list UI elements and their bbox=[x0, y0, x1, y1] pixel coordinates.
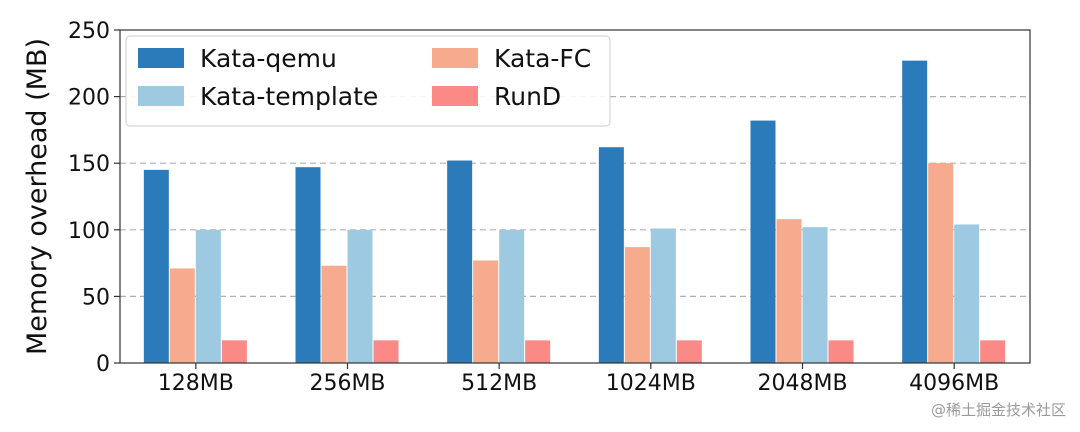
bar bbox=[447, 160, 473, 363]
legend-swatch bbox=[138, 86, 184, 106]
bar bbox=[902, 60, 928, 364]
bar bbox=[650, 228, 676, 363]
y-axis-label: Memory overhead (MB) bbox=[22, 38, 53, 355]
legend-label: Kata-FC bbox=[494, 44, 591, 73]
x-axis-ticks: 128MB 256MB 512MB 1024MB 2048MB 4096MB bbox=[158, 363, 999, 396]
y-tick-label: 50 bbox=[82, 285, 110, 310]
x-tick-label: 4096MB bbox=[909, 371, 999, 396]
bar bbox=[473, 260, 499, 363]
x-tick-label: 512MB bbox=[461, 371, 537, 396]
bar bbox=[954, 224, 980, 363]
legend: Kata-qemu Kata-template Kata-FC RunD bbox=[125, 35, 611, 127]
bar bbox=[347, 229, 373, 363]
bar bbox=[980, 340, 1006, 363]
plot-frame bbox=[119, 29, 1031, 364]
bar bbox=[169, 268, 195, 363]
bar bbox=[750, 120, 776, 364]
y-tick-label: 200 bbox=[68, 86, 110, 111]
legend-swatch bbox=[138, 48, 184, 68]
bar bbox=[598, 147, 624, 363]
watermark-text: @稀土掘金技术社区 bbox=[930, 401, 1066, 419]
bars bbox=[143, 60, 1006, 364]
bar bbox=[499, 229, 525, 363]
bar bbox=[321, 265, 347, 363]
legend-box bbox=[125, 35, 611, 127]
legend-label: Kata-template bbox=[200, 82, 378, 111]
legend-label: Kata-qemu bbox=[200, 44, 337, 73]
x-tick-label: 2048MB bbox=[757, 371, 847, 396]
bar bbox=[802, 227, 828, 363]
bar bbox=[776, 219, 802, 363]
bar bbox=[221, 340, 247, 363]
bar bbox=[525, 340, 551, 363]
x-tick-label: 256MB bbox=[309, 371, 385, 396]
bar bbox=[928, 163, 954, 363]
legend-swatch bbox=[432, 48, 478, 68]
x-tick-label: 128MB bbox=[158, 371, 234, 396]
bar bbox=[195, 229, 221, 363]
x-tick-label: 1024MB bbox=[606, 371, 696, 396]
bar bbox=[676, 340, 702, 363]
y-tick-label: 0 bbox=[96, 352, 110, 377]
bar bbox=[143, 169, 169, 363]
grid-lines bbox=[120, 95, 1030, 297]
legend-swatch bbox=[432, 86, 478, 106]
bar bbox=[373, 340, 399, 363]
y-tick-label: 250 bbox=[68, 19, 110, 44]
bar bbox=[295, 167, 321, 363]
y-axis-ticks: 0 50 100 150 200 250 bbox=[68, 19, 120, 377]
y-tick-label: 150 bbox=[68, 152, 110, 177]
bar bbox=[624, 247, 650, 363]
y-tick-label: 100 bbox=[68, 219, 110, 244]
legend-label: RunD bbox=[494, 82, 561, 111]
bar bbox=[828, 340, 854, 363]
